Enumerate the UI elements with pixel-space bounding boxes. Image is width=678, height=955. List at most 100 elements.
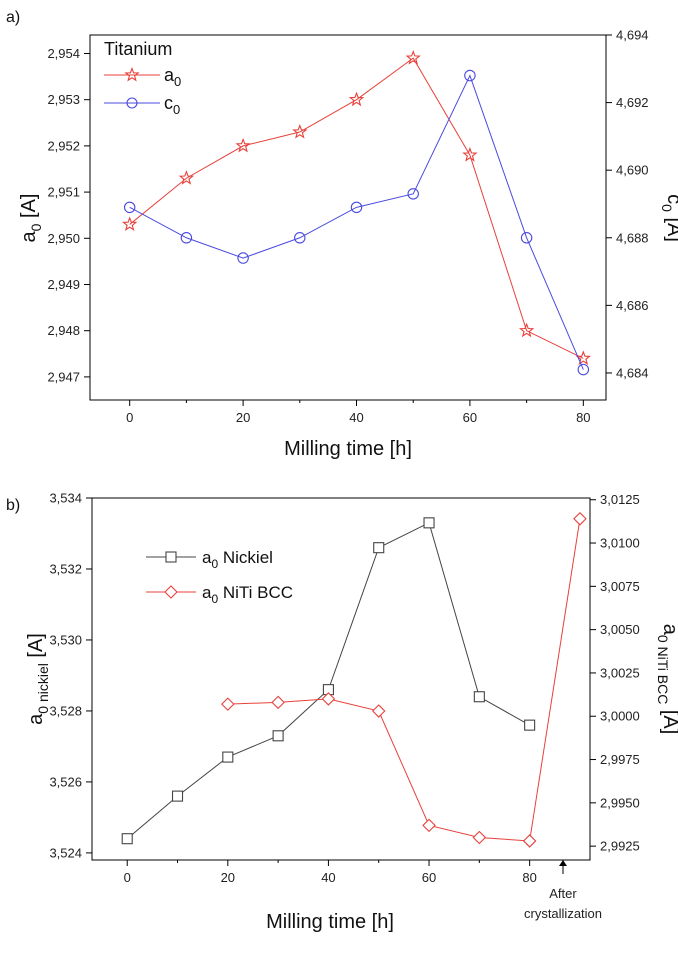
panel-a-left-ticks: 2,947 2,948 2,949 2,950 2,951 2,952 2,953 2,954 xyxy=(47,46,90,384)
series-0-point-7 xyxy=(473,691,485,703)
panel-a: a) 2,9472,9482,9492,9502,9512,9522,9532,… xyxy=(6,9,678,460)
series-line-0 xyxy=(129,57,584,359)
series-0-point-8 xyxy=(575,350,591,365)
y-tick-label: 2,949 xyxy=(47,277,80,292)
x-tick-label: 0 xyxy=(124,870,131,885)
y2-tick-label: 4,686 xyxy=(616,298,649,313)
y2-tick-label: 4,684 xyxy=(616,365,649,380)
series-0-point-3 xyxy=(272,730,284,742)
legend-title: Titanium xyxy=(104,39,172,59)
y2-tick-label: 2,9950 xyxy=(600,795,640,810)
y-tick-label: 3,532 xyxy=(49,561,82,576)
series-0-point-6 xyxy=(462,147,478,162)
series-0-point-1 xyxy=(171,790,184,802)
y-tick-label: 2,950 xyxy=(47,231,80,246)
series-0-point-7 xyxy=(518,322,535,338)
x-tick-label: 20 xyxy=(221,870,235,885)
panel-a-left-axis-label: a0 [A] xyxy=(18,194,44,243)
legend-nickiel-label: a0 Nickiel xyxy=(202,548,273,571)
series-1-point-2 xyxy=(321,692,336,706)
panel-b-plot-frame xyxy=(91,497,591,861)
series-0-point-0 xyxy=(121,833,133,845)
legend-a0-label: a0 xyxy=(164,65,181,89)
y-tick-label: 3,528 xyxy=(49,703,82,718)
y-tick-label: 2,948 xyxy=(47,323,80,338)
y-tick-label: 3,534 xyxy=(49,491,82,506)
legend-niti-label: a0 NiTi BCC xyxy=(202,583,293,606)
y-tick-label: 2,952 xyxy=(47,138,80,153)
y2-tick-label: 2,9925 xyxy=(600,839,640,854)
legend-c0-circle-marker xyxy=(126,97,138,109)
x-tick-label: 0 xyxy=(126,410,133,425)
series-0-point-0 xyxy=(122,216,138,231)
panel-a-right-axis-label: c0 [A] xyxy=(659,194,678,242)
series-0-point-6 xyxy=(423,517,435,529)
series-0-point-4 xyxy=(348,91,365,107)
panel-b-x-axis-label: Milling time [h] xyxy=(266,911,394,933)
y2-tick-label: 4,694 xyxy=(616,28,649,43)
after-crystallization-label-2: crystallization xyxy=(524,906,602,921)
y2-tick-label: 2,9975 xyxy=(600,752,640,767)
series-0-point-5 xyxy=(373,542,385,554)
y-tick-label: 3,524 xyxy=(49,845,82,860)
legend-niti-diamond-marker xyxy=(164,585,178,599)
series-1-point-4 xyxy=(422,818,436,833)
series-1-point-8 xyxy=(577,363,590,376)
after-crystallization-arrowhead xyxy=(559,860,567,866)
y2-tick-label: 3,0000 xyxy=(600,709,640,724)
y2-tick-label: 3,0050 xyxy=(600,622,640,637)
panel-b-left-axis-label: a0 nickiel [A] xyxy=(25,633,51,725)
panel-a-series xyxy=(122,50,591,376)
series-1-point-3 xyxy=(294,232,306,244)
series-0-point-3 xyxy=(292,123,308,139)
series-1-point-0 xyxy=(221,697,235,711)
x-tick-label: 80 xyxy=(522,870,536,885)
series-1-point-0 xyxy=(123,201,136,214)
y-tick-label: 3,530 xyxy=(49,632,82,647)
series-line-1 xyxy=(129,74,584,370)
panel-b-right-ticks: 2,9925 2,9950 2,9975 3,0000 3,0025 3,0050 3,00… xyxy=(590,492,640,854)
x-tick-label: 80 xyxy=(576,410,590,425)
panel-a-label: a) xyxy=(6,9,20,26)
panel-a-legend: Titanium a0 c0 xyxy=(104,39,181,117)
panel-a-x-axis-label: Milling time [h] xyxy=(284,438,412,460)
x-tick-label: 40 xyxy=(349,410,363,425)
series-line-0 xyxy=(126,522,530,840)
series-1-point-5 xyxy=(472,830,487,845)
series-1-point-7 xyxy=(573,512,587,526)
panel-a-plot-frame xyxy=(89,34,607,401)
panel-b-right-axis-label: a0 NiTi BCC [A] xyxy=(655,624,678,735)
y2-tick-label: 4,692 xyxy=(616,95,649,110)
series-1-point-1 xyxy=(180,232,193,244)
y-tick-label: 2,953 xyxy=(47,92,80,107)
y-tick-label: 3,526 xyxy=(49,774,82,789)
x-tick-label: 20 xyxy=(236,410,250,425)
after-crystallization-label-1: After xyxy=(549,886,577,901)
x-tick-label: 60 xyxy=(463,410,477,425)
y2-tick-label: 4,690 xyxy=(616,163,649,178)
panel-b-left-ticks: 3,524 3,526 3,528 3,530 3,532 3,534 xyxy=(49,491,92,860)
legend-nickiel-square-marker xyxy=(165,551,177,563)
panel-a-x-ticks: 0 20 40 60 80 xyxy=(126,400,591,425)
x-tick-label: 40 xyxy=(321,870,335,885)
legend-a0-star-marker xyxy=(124,66,140,82)
y2-tick-label: 3,0100 xyxy=(600,536,640,551)
panel-a-right-ticks: 4,684 4,686 4,688 4,690 4,692 4,694 xyxy=(606,28,649,380)
panel-b-legend: a0 Nickiel a0 NiTi BCC xyxy=(146,548,293,606)
series-1-point-7 xyxy=(520,232,533,244)
series-0-point-2 xyxy=(222,751,234,763)
series-1-point-3 xyxy=(371,704,386,718)
x-tick-label: 60 xyxy=(422,870,436,885)
legend-c0-label: c0 xyxy=(164,93,180,117)
y2-tick-label: 3,0125 xyxy=(600,492,640,507)
series-0-point-1 xyxy=(178,170,195,185)
y2-tick-label: 3,0025 xyxy=(600,665,640,680)
series-0-point-8 xyxy=(524,719,536,731)
y2-tick-label: 4,688 xyxy=(616,230,649,245)
series-1-point-2 xyxy=(237,252,249,264)
y-tick-label: 2,951 xyxy=(47,185,80,200)
y2-tick-label: 3,0075 xyxy=(600,579,640,594)
series-1-point-1 xyxy=(271,695,285,710)
panel-b-series xyxy=(121,512,587,848)
